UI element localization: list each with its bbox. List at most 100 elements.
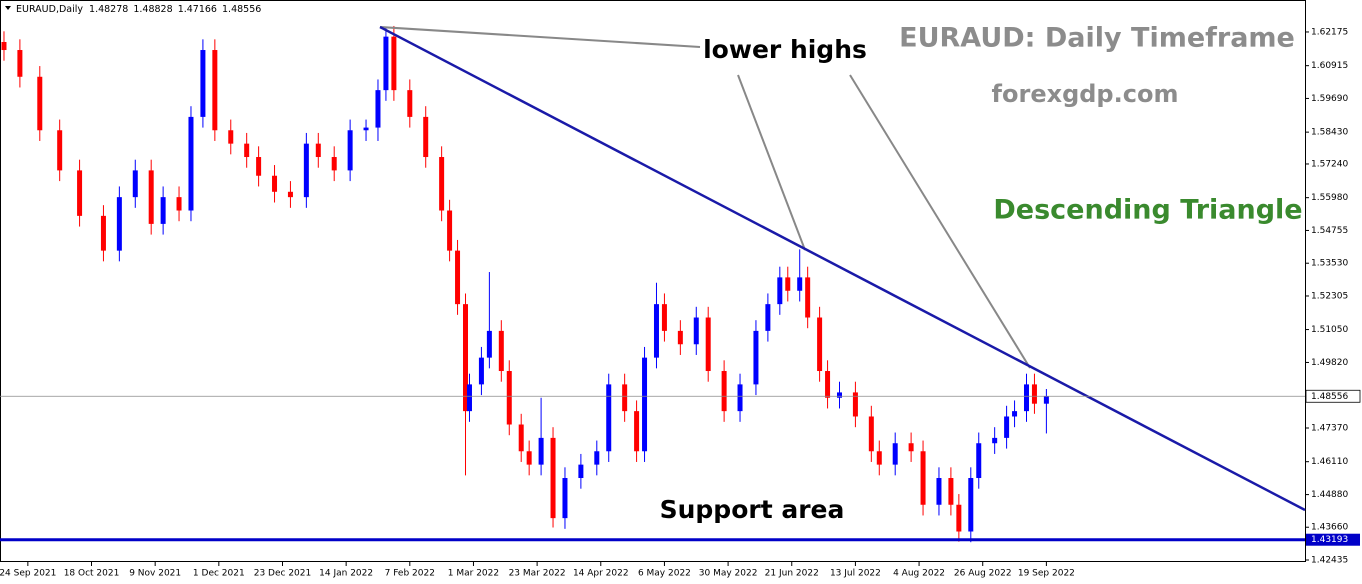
- candle-body: [375, 90, 381, 128]
- x-tick-label: 19 Sep 2022: [1018, 569, 1075, 579]
- candle-body: [486, 330, 492, 358]
- candle-body: [976, 443, 982, 479]
- candle-body: [785, 277, 791, 291]
- y-tick-label: 1.55980: [1311, 193, 1348, 203]
- candle-body: [37, 76, 43, 131]
- candle-body: [817, 317, 823, 372]
- y-tick-label: 1.60915: [1311, 61, 1348, 71]
- pointer-line: [849, 74, 1031, 369]
- candle-body: [594, 451, 600, 465]
- candle-body: [868, 416, 874, 452]
- candle-body: [439, 157, 445, 211]
- candle-body: [968, 478, 974, 532]
- x-tick-label: 14 Jan 2022: [319, 569, 373, 579]
- candle-body: [526, 451, 532, 465]
- x-tick-label: 21 Jun 2022: [765, 569, 819, 579]
- y-tick-label: 1.52305: [1311, 291, 1348, 301]
- candle-body: [331, 157, 337, 171]
- support-label: 1.43193: [1311, 535, 1348, 545]
- menu-icon: [5, 6, 11, 10]
- candle-body: [455, 250, 461, 305]
- open-value: 1.48278: [89, 4, 128, 15]
- candle-body: [347, 130, 353, 171]
- candle-body: [892, 443, 898, 465]
- candle-body: [287, 191, 293, 198]
- candle-body: [77, 170, 83, 216]
- candle-body: [920, 451, 926, 505]
- candle-body: [506, 371, 512, 425]
- candle-body: [315, 143, 321, 158]
- candle-body: [578, 464, 584, 479]
- candle-body: [606, 384, 612, 452]
- y-tick-label: 1.51050: [1311, 325, 1348, 335]
- high-value: 1.48828: [133, 4, 172, 15]
- pattern-label: Descending Triangle: [993, 195, 1302, 226]
- y-tick-label: 1.53530: [1311, 259, 1348, 269]
- candle-body: [538, 437, 544, 465]
- x-tick-label: 9 Nov 2021: [129, 569, 181, 579]
- y-tick-label: 1.58430: [1311, 128, 1348, 138]
- candle-body: [550, 437, 556, 519]
- candle-body: [661, 304, 667, 331]
- trend-line: [379, 25, 1306, 512]
- candle-body: [825, 371, 831, 398]
- low-value: 1.47166: [178, 4, 217, 15]
- candle-body: [391, 36, 397, 91]
- candle-body: [677, 330, 683, 345]
- x-tick-label: 7 Feb 2022: [385, 569, 435, 579]
- candle-body: [737, 384, 743, 412]
- candle-body: [1, 41, 7, 51]
- y-tick-label: 1.57240: [1311, 159, 1348, 169]
- y-tick-label: 1.47370: [1311, 423, 1348, 433]
- x-tick-label: 14 Apr 2022: [573, 569, 629, 579]
- x-tick-label: 1 Mar 2022: [448, 569, 499, 579]
- candle-body: [765, 304, 771, 331]
- candle-body: [463, 304, 469, 412]
- support-label-box: [1306, 533, 1360, 546]
- candle-body: [498, 330, 504, 372]
- candle-body: [57, 130, 63, 171]
- x-tick-label: 23 Dec 2021: [254, 569, 312, 579]
- candle-body: [466, 384, 472, 412]
- candle-body: [836, 392, 842, 398]
- candle-body: [116, 197, 122, 251]
- x-tick-label: 4 Aug 2022: [893, 569, 945, 579]
- x-tick-label: 6 May 2022: [638, 569, 691, 579]
- price-label-box: [1305, 389, 1361, 403]
- candle-body: [244, 143, 250, 158]
- annotation: Support area: [660, 495, 845, 524]
- candle-body: [407, 90, 413, 117]
- annotation: lower highs: [703, 35, 867, 64]
- candle-body: [256, 157, 262, 176]
- candle-body: [200, 50, 206, 117]
- candle-body: [908, 443, 914, 452]
- close-value: 1.48556: [222, 4, 261, 15]
- candle-body: [148, 170, 154, 224]
- candle-body: [1031, 384, 1037, 404]
- candle-body: [383, 36, 389, 91]
- candle-body: [653, 304, 659, 358]
- pointer-line: [379, 26, 701, 48]
- x-tick-label: 13 Jul 2022: [830, 569, 881, 579]
- candle-body: [852, 392, 858, 417]
- x-tick-label: 18 Oct 2021: [64, 569, 120, 579]
- candle-body: [634, 411, 640, 452]
- x-tick-label: 30 May 2022: [699, 569, 758, 579]
- x-tick-label: 1 Dec 2021: [193, 569, 245, 579]
- y-tick-label: 1.49820: [1311, 358, 1348, 368]
- candle-body: [562, 478, 568, 519]
- x-tick-label: 26 Aug 2022: [954, 569, 1012, 579]
- candle-body: [777, 277, 783, 305]
- candle-body: [876, 451, 882, 465]
- candle-body: [447, 210, 453, 251]
- candle-body: [797, 277, 803, 291]
- pointer-line: [737, 74, 806, 251]
- y-tick-label: 1.44880: [1311, 490, 1348, 500]
- candle-body: [17, 50, 23, 77]
- candle-body: [948, 478, 954, 505]
- chart-title: EURAUD: Daily Timeframe: [899, 23, 1295, 54]
- y-tick-label: 1.54755: [1311, 226, 1348, 236]
- candles: [1, 25, 1049, 543]
- header-info: EURAUD,Daily 1.48278 1.48828 1.47166 1.4…: [16, 4, 261, 15]
